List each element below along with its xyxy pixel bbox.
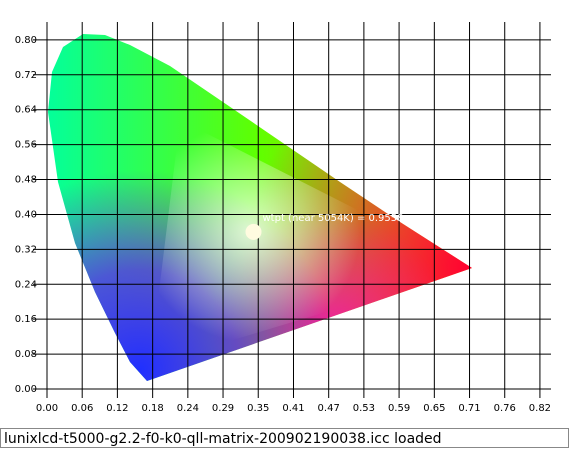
x-tick-label: 0.82 [529, 403, 551, 414]
y-tick-label: 0.24 [15, 279, 37, 290]
chart: 0.00 0.06 0.12 0.18 0.24 0.29 0.35 0.41 0.47 0.53… [15, 22, 551, 414]
status-bar: lunixlcd-t5000-g2.2-f0-k0-qll-matrix-200… [0, 428, 569, 448]
y-tick-label: 0.40 [15, 209, 37, 220]
x-tick-label: 0.35 [247, 403, 269, 414]
y-tick-label: 0.32 [15, 244, 37, 255]
y-tick-label: 0.64 [15, 105, 37, 116]
x-tick-label: 0.06 [71, 403, 93, 414]
y-tick-label: 0.08 [15, 349, 37, 360]
annotation: wtpt (near 5054K) = 0.9558 [263, 213, 404, 224]
y-tick-label: 0.00 [15, 384, 37, 395]
x-tick-label: 0.53 [353, 403, 375, 414]
x-tick-label: 0.47 [318, 403, 340, 414]
x-tick-label: 0.12 [106, 403, 128, 414]
x-tick-label: 0.76 [494, 403, 516, 414]
x-tick-label: 0.24 [177, 403, 199, 414]
y-tick-label: 0.48 [15, 175, 37, 186]
y-tick-label: 0.80 [15, 35, 37, 46]
x-tick-label: 0.65 [423, 403, 445, 414]
y-tick-label: 0.16 [15, 314, 37, 325]
x-tick-label: 0.18 [142, 403, 164, 414]
x-tick-label: 0.71 [458, 403, 480, 414]
y-tick-label: 0.72 [15, 70, 37, 81]
white-point [245, 223, 262, 240]
x-tick-label: 0.00 [36, 403, 58, 414]
spectral-locus [48, 34, 472, 381]
x-tick-label: 0.59 [388, 403, 410, 414]
x-tick-label: 0.41 [282, 403, 304, 414]
x-tick-label: 0.29 [212, 403, 234, 414]
y-tick-label: 0.56 [15, 140, 37, 151]
